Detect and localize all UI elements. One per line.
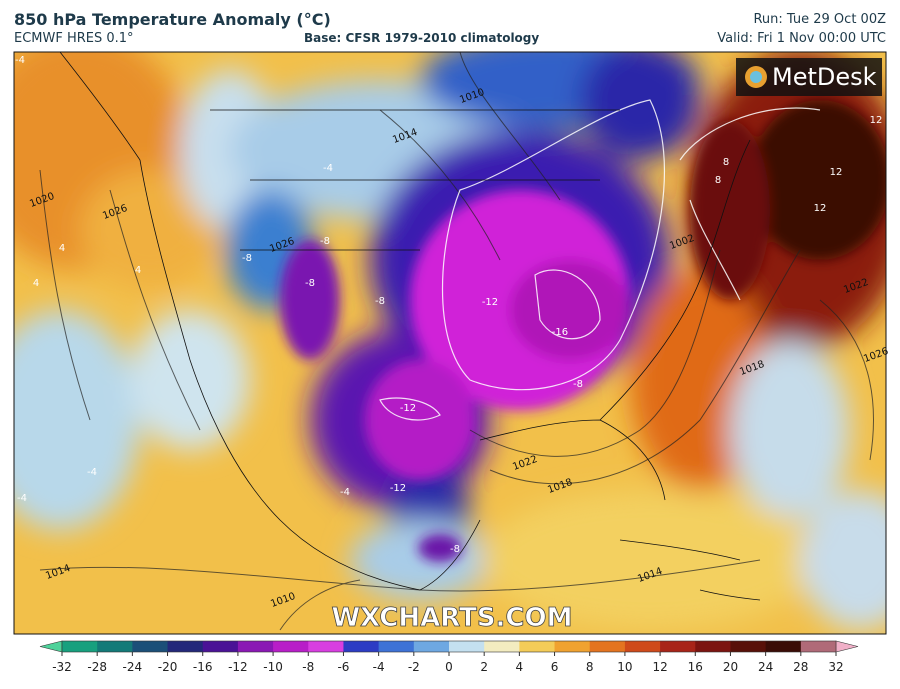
colorbar-tick-label: 28 — [793, 660, 808, 674]
colorbar-segment — [695, 641, 731, 652]
colorbar-tick-label: 10 — [617, 660, 632, 674]
colorbar-under — [39, 640, 63, 653]
colorbar-segment — [202, 641, 239, 652]
anomaly-label: -4 — [323, 163, 333, 174]
anomaly-label: -12 — [400, 403, 416, 414]
colorbar-segment — [413, 641, 450, 652]
anomaly-label: 4 — [33, 278, 39, 289]
anomaly-field — [14, 52, 886, 634]
anomaly-label: -4 — [87, 467, 97, 478]
colorbar-segment — [660, 641, 696, 652]
colorbar-tick-label: 4 — [516, 660, 524, 674]
colorbar-tick-label: 8 — [586, 660, 594, 674]
colorbar-segment — [378, 641, 415, 652]
colorbar-segment — [97, 641, 133, 652]
anomaly-contours — [379, 99, 821, 421]
anomaly-label: -8 — [320, 236, 330, 247]
anomaly-label: -8 — [375, 296, 385, 307]
colorbar-segment — [484, 641, 520, 652]
logo-icon-center — [750, 71, 762, 83]
colorbar-tick-label: -10 — [263, 660, 283, 674]
colorbar-tick-label: 24 — [758, 660, 773, 674]
colorbar-tick-label: 20 — [723, 660, 738, 674]
anomaly-label: -16 — [552, 327, 568, 338]
anomaly-label: -8 — [573, 379, 583, 390]
colorbar-segment — [237, 641, 274, 652]
anomaly-label: 12 — [814, 203, 827, 214]
colorbar-tick-label: -6 — [337, 660, 349, 674]
colorbar-tick-label: 6 — [551, 660, 559, 674]
anomaly-label: 8 — [723, 157, 729, 168]
anomaly-labels: -4 -4 -8 -8 -8 -8 -12 -16 -8 -12 -12 -8 -4 -4 -4 4 4 4 88 1… — [15, 55, 882, 555]
anomaly-label: 8 — [715, 175, 721, 186]
coastlines — [59, 52, 761, 601]
anomaly-label: -4 — [15, 55, 25, 66]
base: Base: CFSR 1979-2010 climatology — [304, 31, 540, 45]
colorbar-tick-label: 2 — [480, 660, 488, 674]
colorbar-tick-label: -8 — [302, 660, 314, 674]
anomaly-label: -8 — [305, 278, 315, 289]
title: 850 hPa Temperature Anomaly (°C) — [14, 10, 331, 29]
colorbar-segment — [273, 641, 309, 652]
colorbar-tick-label: 16 — [688, 660, 703, 674]
colorbar-tick-label: -4 — [373, 660, 385, 674]
anomaly-label: 12 — [870, 115, 883, 126]
colorbar-tick-label: -12 — [228, 660, 248, 674]
colorbar-segment — [765, 641, 802, 652]
valid: Valid: Fri 1 Nov 00:00 UTC — [717, 31, 886, 46]
colorbar-tick-label: 0 — [445, 660, 453, 674]
colorbar-segment — [132, 641, 169, 652]
colorbar-segment — [308, 641, 344, 652]
colorbar-segment — [519, 641, 556, 652]
colorbar-segment — [624, 641, 661, 652]
colorbar-segment — [343, 641, 380, 652]
colorbar-tick-label: -20 — [158, 660, 178, 674]
map-frame — [13, 51, 887, 635]
colorbar-segment — [800, 641, 837, 652]
colorbar-segment — [589, 641, 626, 652]
anomaly-label: -4 — [17, 493, 27, 504]
colorbar-tick-label: 12 — [652, 660, 667, 674]
colorbar-segment — [730, 641, 767, 652]
anomaly-label: -8 — [242, 253, 252, 264]
colorbar-segment — [449, 641, 485, 652]
run: Run: Tue 29 Oct 00Z — [753, 12, 886, 27]
anomaly-label: -12 — [482, 297, 498, 308]
watermark: WXCHARTS.COM — [331, 603, 572, 633]
anomaly-label: -4 — [340, 487, 350, 498]
colorbar-segment — [167, 641, 204, 652]
anomaly-label: 4 — [135, 265, 141, 276]
colorbar-tick-label: -24 — [123, 660, 143, 674]
anomaly-label: -12 — [390, 483, 406, 494]
colorbar-segment — [554, 641, 591, 652]
colorbar-over — [835, 640, 859, 653]
logo: MetDesk — [772, 63, 877, 91]
model: ECMWF HRES 0.1° — [14, 31, 134, 46]
anomaly-label: 4 — [59, 243, 65, 254]
colorbar-tick-label: 32 — [828, 660, 843, 674]
colorbar-segment — [62, 641, 98, 652]
colorbar-tick-label: -28 — [87, 660, 107, 674]
colorbar-tick-label: -32 — [52, 660, 72, 674]
colorbar-tick-label: -16 — [193, 660, 213, 674]
colorbar-tick-label: -2 — [408, 660, 420, 674]
colorbar: -32 -28 -24 -20 -16 -12 -10 -8 -6 -4 -2 0 2 4 6 8 10 12 16… — [39, 640, 859, 674]
anomaly-label: -8 — [450, 544, 460, 555]
anomaly-label: 12 — [830, 167, 843, 178]
